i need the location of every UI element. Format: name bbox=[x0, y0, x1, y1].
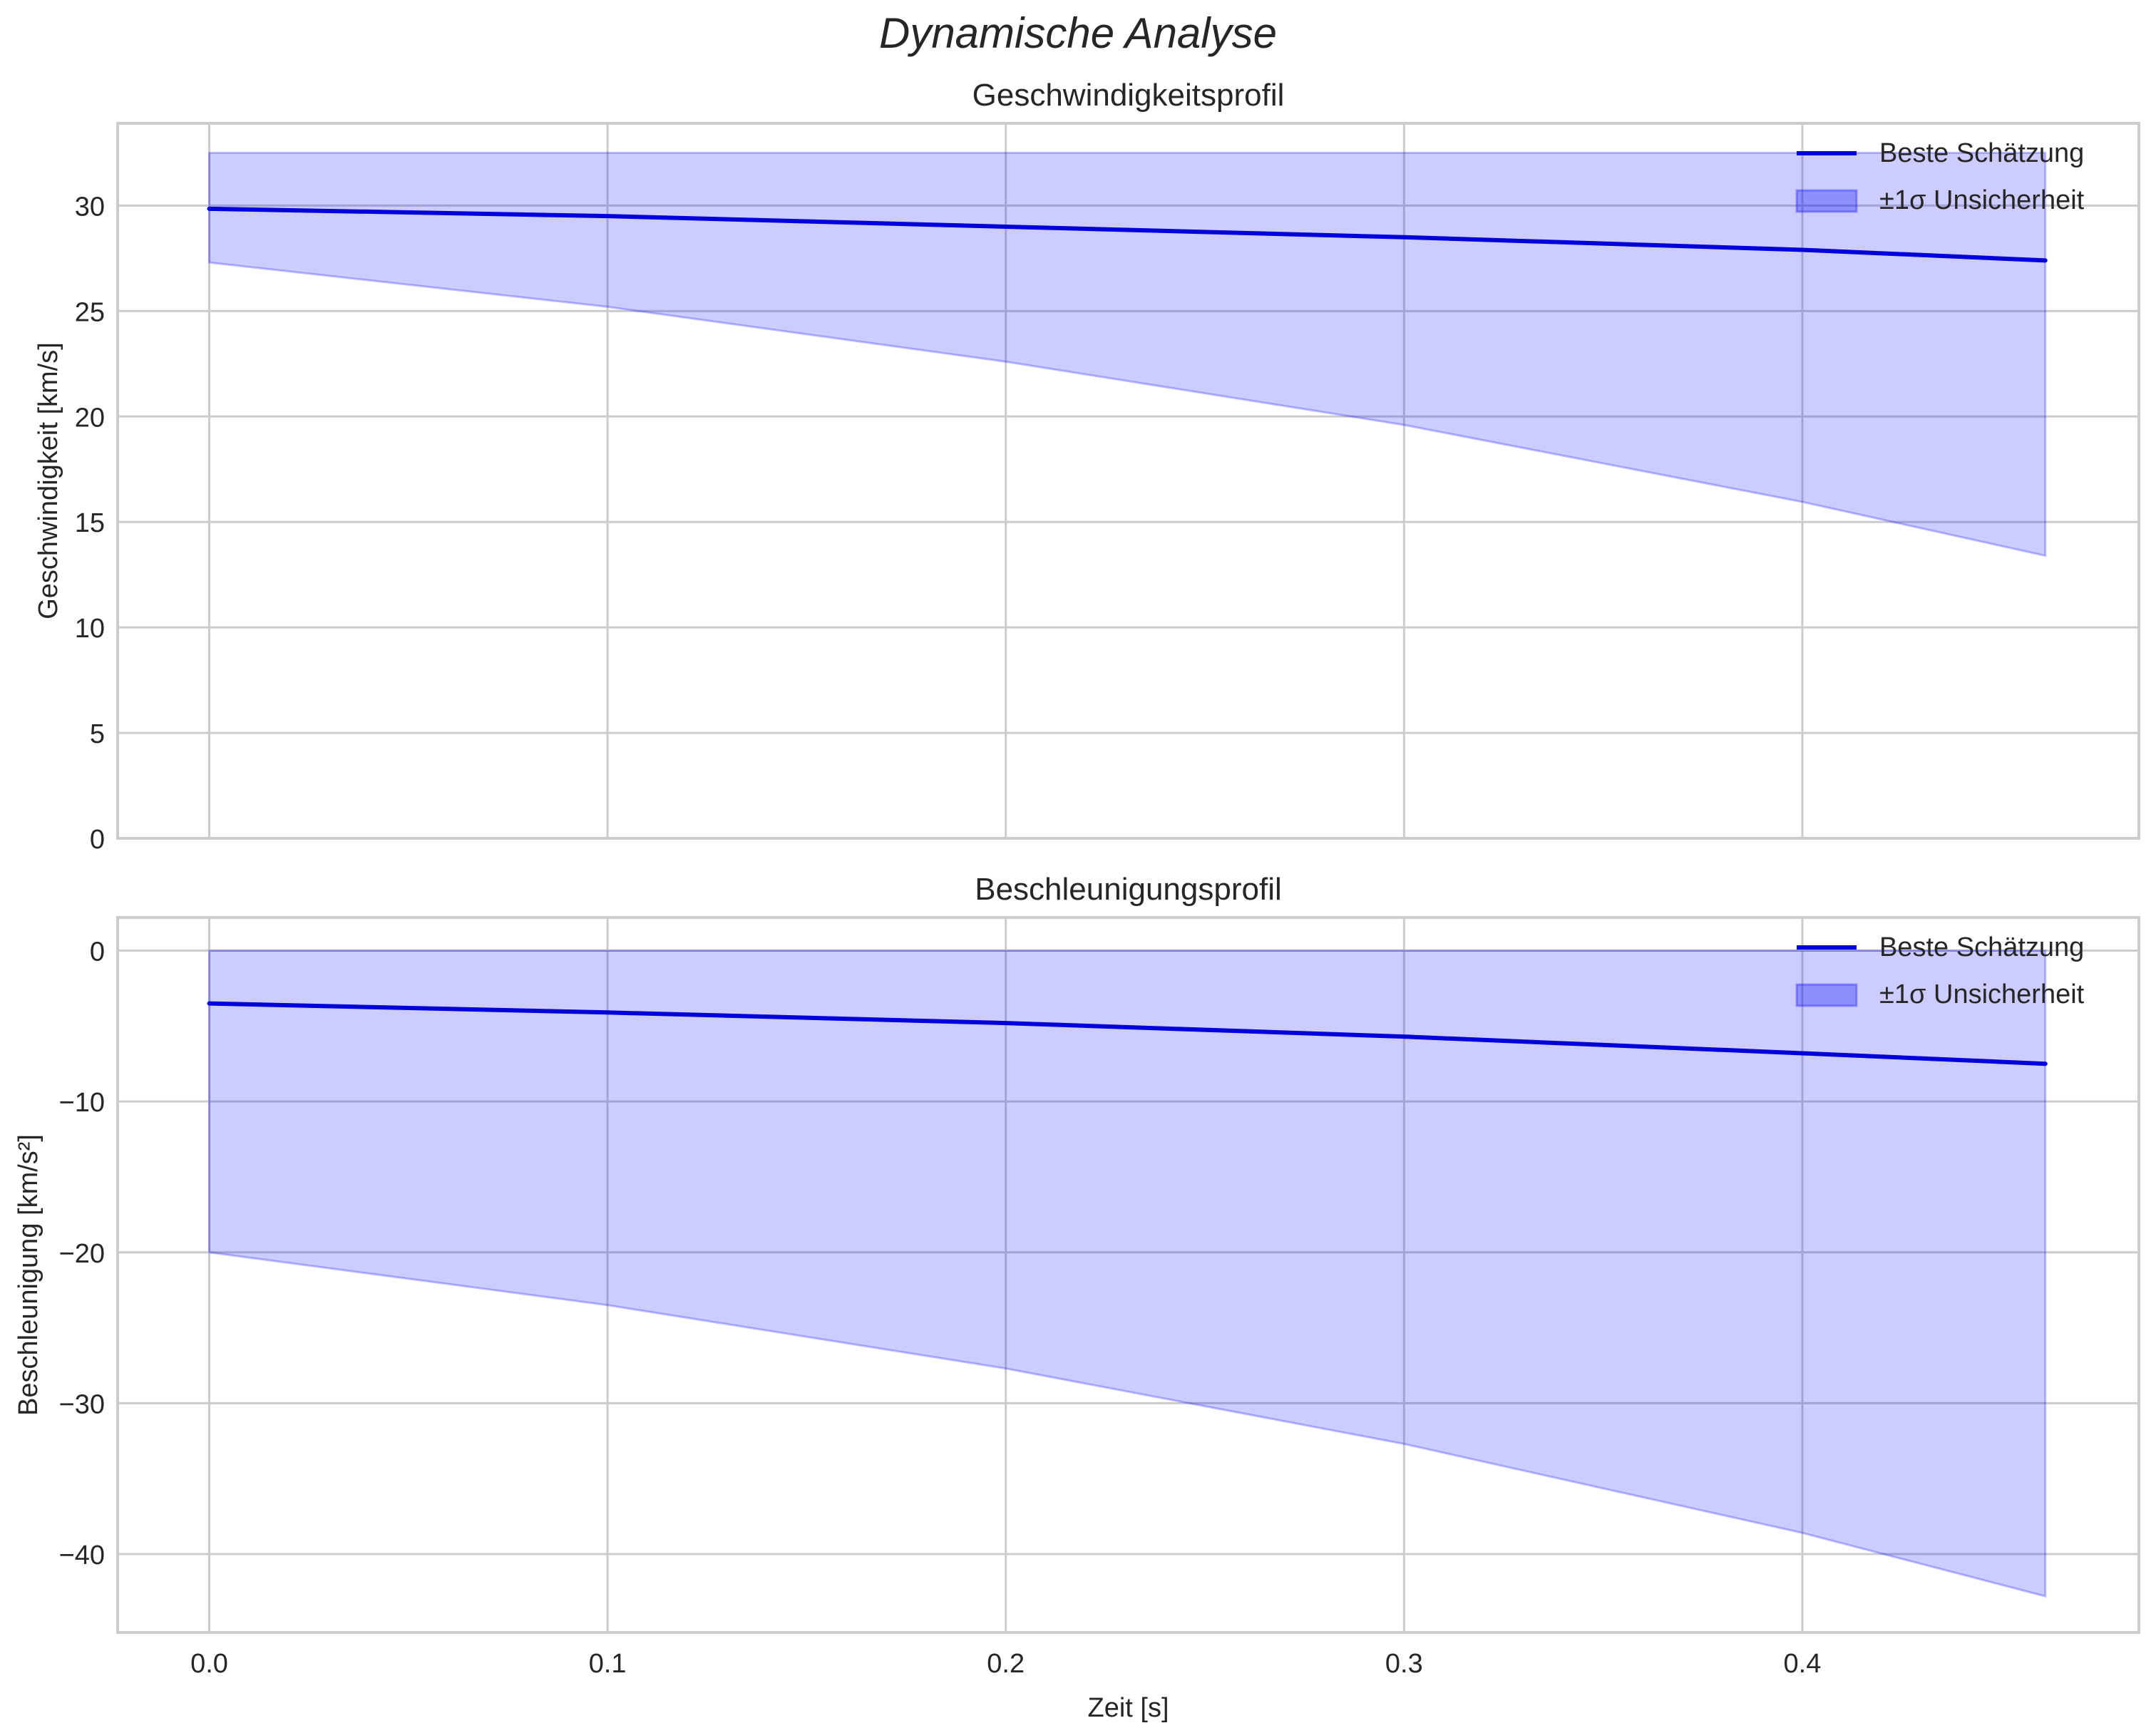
x-tick-label: 0.0 bbox=[190, 1649, 228, 1679]
y-tick-label: 5 bbox=[90, 719, 105, 749]
y-tick-label: 15 bbox=[75, 508, 105, 538]
x-tick-label: 0.1 bbox=[589, 1649, 627, 1679]
legend-label-best-estimate: Beste Schätzung bbox=[1879, 138, 2084, 168]
subplot-title: Beschleunigungsprofil bbox=[975, 872, 1282, 907]
x-tick-label: 0.4 bbox=[1784, 1649, 1822, 1679]
legend: Beste Schätzung ±1σ Unsicherheit bbox=[1795, 138, 2085, 215]
velocity-subplot: Geschwindigkeitsprofil 0 5 10 15 20 25 30 Geschw… bbox=[34, 78, 2140, 855]
uncertainty-band bbox=[207, 151, 2047, 557]
x-axis-label: Zeit [s] bbox=[1087, 1693, 1169, 1723]
y-tick-label: 30 bbox=[75, 192, 105, 222]
subplot-title: Geschwindigkeitsprofil bbox=[972, 78, 1285, 113]
figure-title: Dynamische Analyse bbox=[878, 9, 1278, 57]
x-tick-label: 0.3 bbox=[1385, 1649, 1423, 1679]
y-tick-label: −20 bbox=[59, 1239, 105, 1269]
y-tick-label: 25 bbox=[75, 297, 105, 327]
legend-band-swatch bbox=[1795, 189, 1858, 213]
x-tick-label: 0.2 bbox=[987, 1649, 1025, 1679]
legend-band-swatch bbox=[1795, 983, 1858, 1007]
y-tick-label: 10 bbox=[75, 614, 105, 644]
y-tick-label: 20 bbox=[75, 403, 105, 433]
legend-label-uncertainty: ±1σ Unsicherheit bbox=[1879, 979, 2085, 1009]
axes-frame bbox=[116, 916, 2140, 1634]
y-tick-label: −40 bbox=[59, 1541, 105, 1570]
legend-label-uncertainty: ±1σ Unsicherheit bbox=[1879, 185, 2085, 215]
legend: Beste Schätzung ±1σ Unsicherheit bbox=[1795, 932, 2085, 1009]
y-tick-label: 0 bbox=[90, 825, 105, 855]
y-axis-label: Geschwindigkeit [km/s] bbox=[34, 342, 63, 619]
grid-lines bbox=[118, 123, 2139, 840]
legend-label-best-estimate: Beste Schätzung bbox=[1879, 932, 2084, 962]
grid-lines bbox=[118, 917, 2139, 1632]
best-estimate-line bbox=[207, 206, 2048, 263]
y-tick-label: 0 bbox=[90, 937, 105, 967]
axes-frame bbox=[116, 122, 2140, 840]
uncertainty-band bbox=[207, 950, 2047, 1598]
y-tick-label: −30 bbox=[59, 1389, 105, 1419]
y-axis-label: Beschleunigung [km/s²] bbox=[14, 1134, 43, 1416]
best-estimate-line bbox=[207, 1001, 2048, 1066]
acceleration-subplot: Beschleunigungsprofil 0 −10 −20 −30 −40 0.0 0.1… bbox=[14, 872, 2140, 1723]
y-tick-label: −10 bbox=[59, 1088, 105, 1118]
